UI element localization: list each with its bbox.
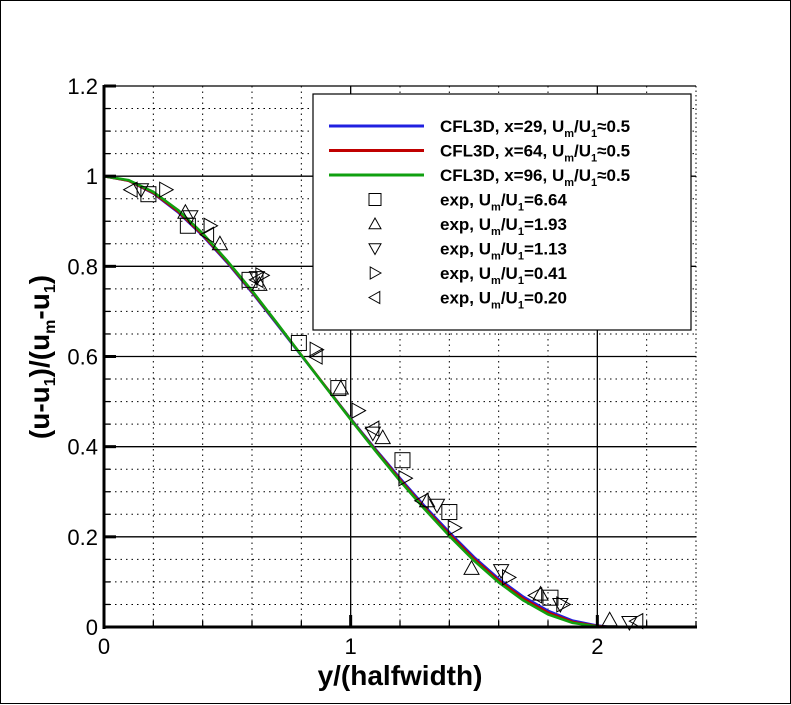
triangle-left-marker bbox=[199, 226, 215, 244]
triangle-right-marker bbox=[159, 181, 175, 199]
legend-entry: CFL3D, x=96, Um/U1≈0.5 bbox=[329, 166, 630, 189]
square-marker bbox=[290, 334, 307, 351]
triangle-up-marker bbox=[463, 559, 480, 575]
triangle-down-marker bbox=[368, 243, 382, 256]
square-marker bbox=[330, 380, 347, 397]
tick-labels: 0 0.2 0.4 0.6 0.8 1 1.2 0 1 2 bbox=[67, 74, 603, 659]
triangle-right-marker bbox=[398, 469, 414, 487]
y-tick-label: 0.2 bbox=[67, 525, 98, 550]
x-tick-label: 0 bbox=[98, 634, 110, 659]
axes bbox=[102, 84, 697, 629]
triangle-left-marker bbox=[413, 492, 429, 510]
x-tick-label: 1 bbox=[345, 634, 357, 659]
legend-label: CFL3D, x=64, Um/U1≈0.5 bbox=[440, 142, 630, 165]
triangle-right-marker bbox=[309, 341, 325, 359]
triangle-down-marker bbox=[248, 271, 266, 287]
triangle-up-marker bbox=[418, 492, 436, 508]
triangle-up-marker bbox=[251, 275, 268, 291]
y-tick-label: 0 bbox=[86, 615, 98, 640]
y-tick-label: 1.2 bbox=[67, 74, 98, 99]
legend-label: exp, Um/U1=1.13 bbox=[440, 240, 567, 263]
legend-entry: exp, Um/U1=0.41 bbox=[369, 264, 567, 287]
triangle-down-marker bbox=[364, 426, 382, 442]
square-marker bbox=[140, 186, 157, 203]
legend-label: exp, Um/U1=1.93 bbox=[440, 215, 567, 238]
triangle-right-marker bbox=[556, 596, 572, 613]
y-tick-label: 0.8 bbox=[67, 254, 98, 279]
legend-box bbox=[312, 93, 692, 331]
triangle-left-marker bbox=[367, 290, 381, 305]
legend-label: CFL3D, x=96, Um/U1≈0.5 bbox=[440, 166, 630, 189]
triangle-up-marker bbox=[532, 585, 549, 601]
legend-entry: exp, Um/U1=6.64 bbox=[368, 191, 567, 214]
triangle-left-marker bbox=[307, 348, 323, 365]
legend-entry: exp, Um/U1=1.93 bbox=[368, 215, 567, 238]
triangle-right-marker bbox=[447, 519, 463, 537]
legend-entry: CFL3D, x=64, Um/U1≈0.5 bbox=[329, 142, 630, 165]
x-axis-title: y/(halfwidth) bbox=[318, 660, 483, 691]
y-tick-label: 0.4 bbox=[67, 435, 98, 460]
triangle-up-marker bbox=[177, 203, 194, 219]
triangle-right-marker bbox=[369, 266, 383, 280]
triangle-up-marker bbox=[601, 611, 619, 627]
legend-entry: exp, Um/U1=1.13 bbox=[368, 240, 567, 263]
legend-entry: exp, Um/U1=0.20 bbox=[367, 289, 567, 312]
triangle-left-marker bbox=[364, 420, 380, 437]
x-tick-label: 2 bbox=[591, 634, 603, 659]
triangle-up-marker bbox=[374, 429, 392, 445]
triangle-right-marker bbox=[502, 569, 518, 586]
triangle-right-marker bbox=[351, 402, 367, 419]
data-markers bbox=[122, 181, 644, 632]
square-marker bbox=[394, 452, 411, 469]
legend-label: exp, Um/U1=0.41 bbox=[440, 264, 567, 287]
legend-entry: CFL3D, x=29, Um/U1≈0.5 bbox=[329, 117, 630, 140]
triangle-left-marker bbox=[628, 612, 644, 630]
y-axis-title: (u-u1)/(um-u1) bbox=[24, 275, 59, 439]
triangle-right-marker bbox=[203, 217, 219, 235]
y-tick-label: 0.6 bbox=[67, 345, 98, 370]
triangle-down-marker bbox=[181, 210, 199, 226]
legend-label: exp, Um/U1=6.64 bbox=[440, 191, 567, 214]
triangle-left-marker bbox=[122, 181, 138, 199]
legend-label: exp, Um/U1=0.20 bbox=[440, 289, 567, 312]
legend-label: CFL3D, x=29, Um/U1≈0.5 bbox=[440, 117, 630, 140]
triangle-down-marker bbox=[428, 498, 446, 514]
triangle-up-marker bbox=[368, 216, 382, 230]
triangle-up-marker bbox=[211, 235, 229, 251]
square-marker bbox=[441, 504, 458, 521]
triangle-left-marker bbox=[248, 271, 264, 289]
data-curves bbox=[103, 174, 622, 629]
y-tick-label: 1 bbox=[86, 164, 98, 189]
square-marker bbox=[368, 193, 382, 206]
triangle-left-marker bbox=[527, 587, 543, 604]
triangle-up-marker bbox=[332, 379, 350, 395]
curve-line bbox=[103, 174, 622, 629]
